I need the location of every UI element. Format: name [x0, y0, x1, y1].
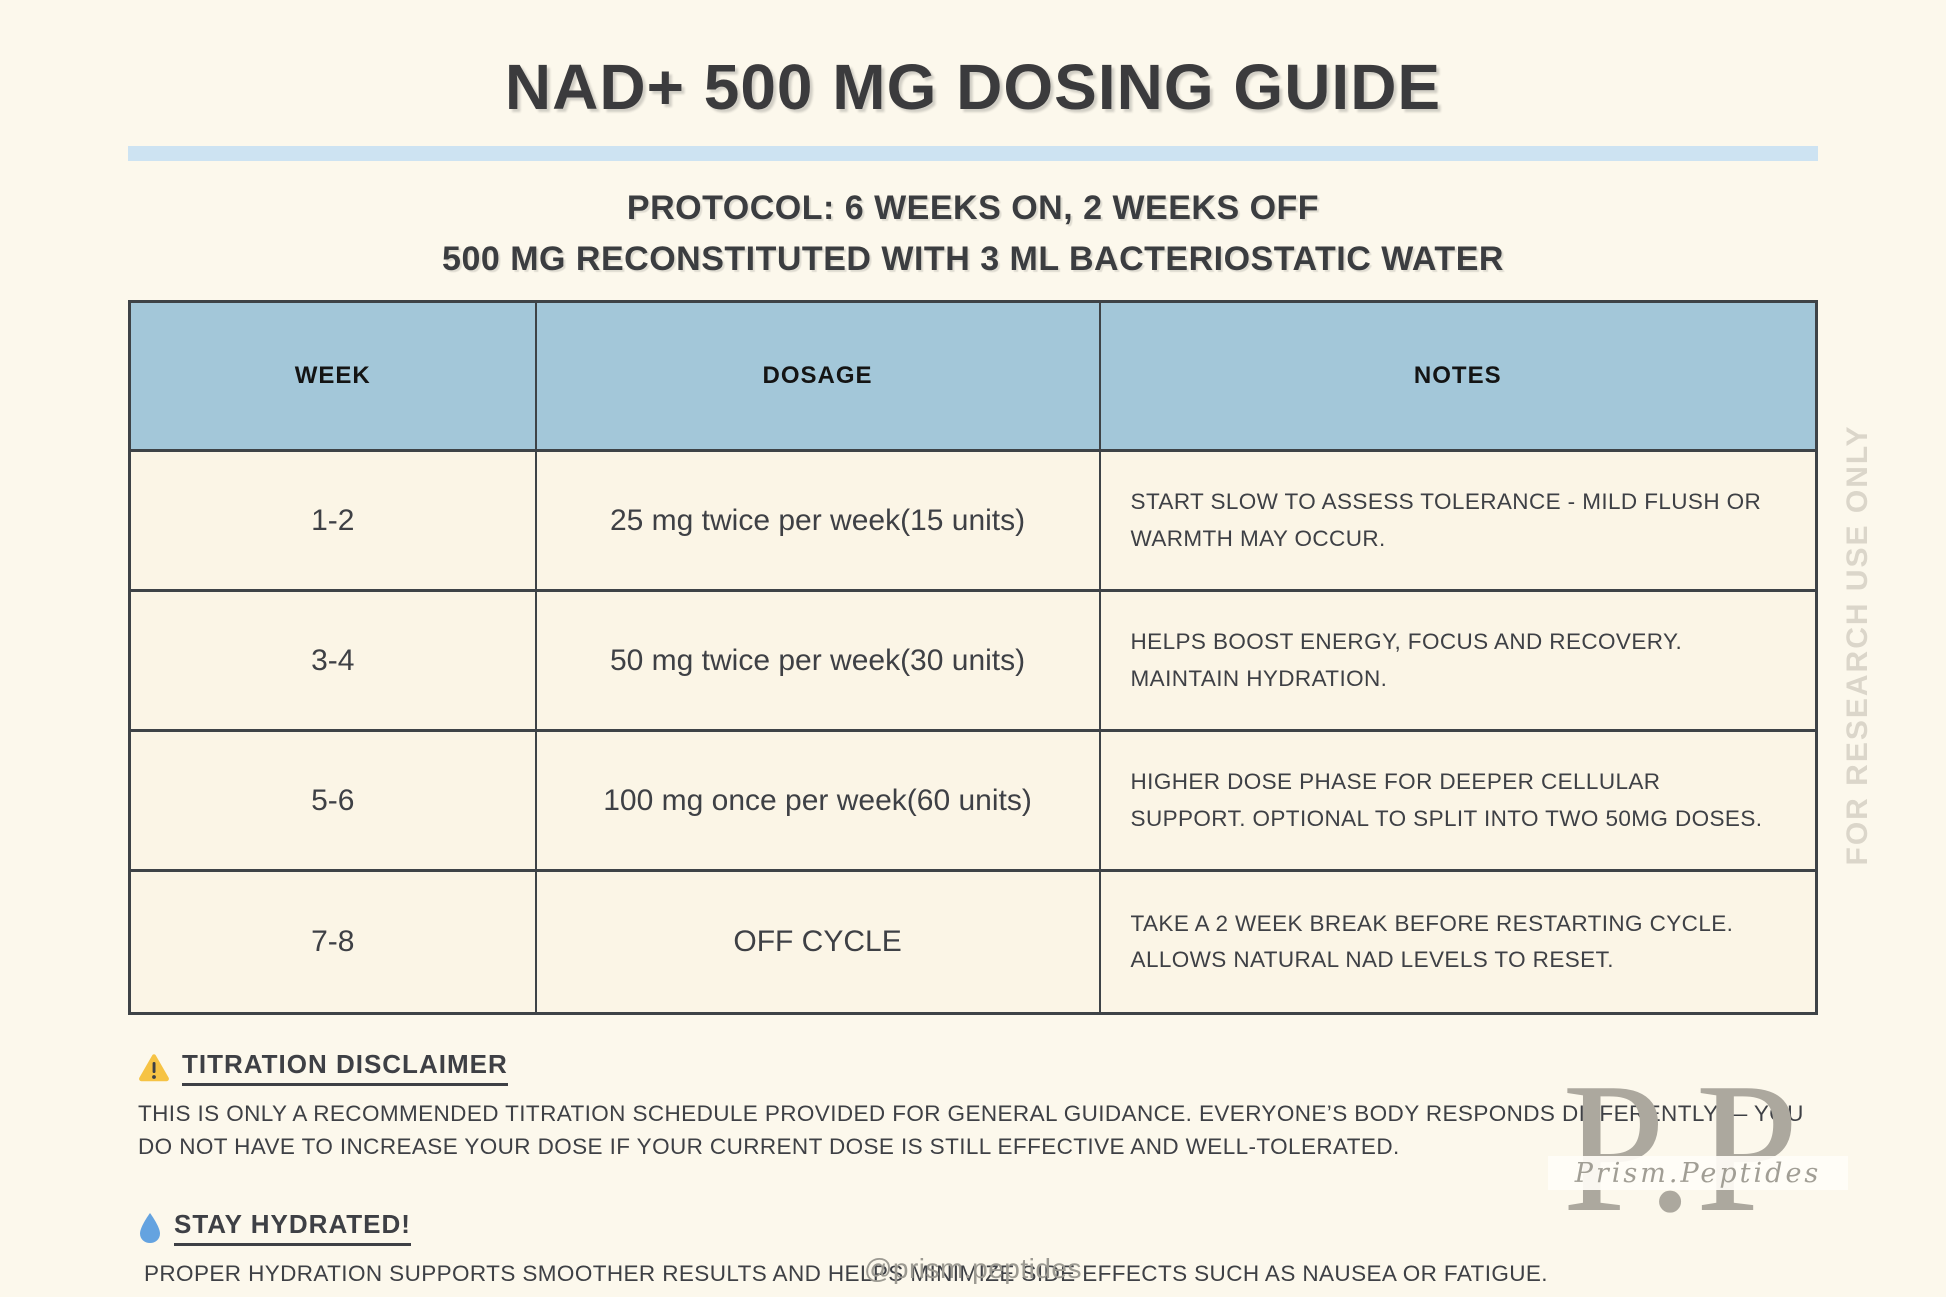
callout-sections: TITRATION DISCLAIMER THIS IS ONLY A RECO…	[128, 1049, 1818, 1291]
watermark-script-band: Prism.Peptides	[1548, 1156, 1848, 1190]
week-cell: 3-4	[131, 592, 537, 732]
dosing-guide-sheet: NAD+ 500 MG DOSING GUIDE PROTOCOL: 6 WEE…	[128, 0, 1818, 1291]
titration-disclaimer-title: TITRATION DISCLAIMER	[182, 1049, 508, 1086]
warning-triangle-icon	[138, 1053, 170, 1083]
dosage-cell: OFF CYCLE	[537, 872, 1101, 1012]
water-droplet-icon	[138, 1212, 162, 1244]
dosage-cell: 25 mg twice per week(15 units)	[536, 452, 1101, 592]
column-header-notes: NOTES	[1100, 303, 1815, 452]
protocol-subtitle: PROTOCOL: 6 WEEKS ON, 2 WEEKS OFF 500 MG…	[128, 183, 1818, 285]
stay-hydrated-title: STAY HYDRATED!	[174, 1209, 411, 1247]
notes-cell: HELPS BOOST ENERGY, FOCUS AND RECOVERY. …	[1100, 592, 1815, 732]
week-cell: 5-6	[131, 732, 537, 872]
social-handle: @prism.peptides	[863, 1253, 1082, 1284]
protocol-line-1: PROTOCOL: 6 WEEKS ON, 2 WEEKS OFF	[626, 189, 1320, 227]
title-divider-bar	[128, 146, 1818, 161]
titration-disclaimer-body: THIS IS ONLY A RECOMMENDED TITRATION SCH…	[138, 1101, 1804, 1159]
dosing-table: WEEK DOSAGE NOTES 1-2 25 mg twice per we…	[128, 300, 1818, 1015]
column-header-week: WEEK	[131, 303, 537, 452]
research-use-only-label: FOR RESEARCH USE ONLY	[1841, 424, 1874, 866]
protocol-line-2: 500 MG RECONSTITUTED WITH 3 ML BACTERIOS…	[442, 240, 1504, 278]
notes-cell: TAKE A 2 WEEK BREAK BEFORE RESTARTING CY…	[1130, 910, 1734, 972]
stay-hydrated-body: PROPER HYDRATION SUPPORTS SMOOTHER RESUL…	[144, 1261, 1548, 1287]
page-title: NAD+ 500 MG DOSING GUIDE	[504, 51, 1442, 123]
dosage-cell: 50 mg twice per week(30 units)	[536, 592, 1101, 732]
watermark-initials: P.P	[1562, 1045, 1801, 1251]
dosage-cell: 100 mg once per week(60 units)	[536, 732, 1101, 872]
watermark-script-text: Prism.Peptides	[1574, 1157, 1822, 1189]
brand-watermark: P.P Prism.Peptides	[1548, 1045, 1848, 1251]
week-cell: 7-8	[131, 872, 537, 1012]
column-header-dosage: DOSAGE	[536, 303, 1101, 452]
notes-cell: HIGHER DOSE PHASE FOR DEEPER CELLULAR SU…	[1100, 732, 1815, 872]
notes-cell: START SLOW TO ASSESS TOLERANCE - MILD FL…	[1100, 452, 1815, 592]
week-cell: 1-2	[131, 452, 537, 592]
stay-hydrated-heading: STAY HYDRATED!	[138, 1209, 1818, 1247]
titration-disclaimer-heading: TITRATION DISCLAIMER	[138, 1049, 1818, 1086]
